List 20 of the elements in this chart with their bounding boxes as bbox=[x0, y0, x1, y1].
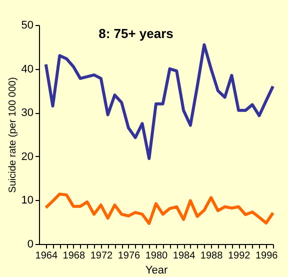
x-tick-label: 1992 bbox=[228, 250, 251, 262]
x-tick-label: 1968 bbox=[62, 250, 86, 262]
x-axis-title: Year bbox=[145, 264, 168, 276]
y-tick-label: 10 bbox=[21, 194, 34, 207]
x-tick-label: 1972 bbox=[90, 250, 113, 262]
x-tick-label: 1980 bbox=[145, 250, 168, 262]
y-axis-title: Suicide rate (per 100 000) bbox=[7, 77, 18, 193]
y-tick-label: 30 bbox=[21, 107, 34, 120]
x-tick-label: 1976 bbox=[118, 250, 141, 262]
x-tick-label: 1964 bbox=[35, 250, 58, 262]
y-tick-label: 0 bbox=[27, 238, 34, 250]
line-series bbox=[44, 43, 274, 160]
x-tick-label: 1988 bbox=[200, 250, 224, 262]
chart-title: 8: 75+ years bbox=[98, 26, 174, 41]
x-tick-label: 1984 bbox=[172, 250, 196, 262]
y-tick-label: 50 bbox=[21, 20, 34, 32]
line-series bbox=[44, 192, 274, 225]
x-tick-label: 1996 bbox=[255, 250, 278, 262]
y-tick-label: 40 bbox=[21, 63, 34, 76]
y-tick-label: 20 bbox=[21, 150, 34, 163]
